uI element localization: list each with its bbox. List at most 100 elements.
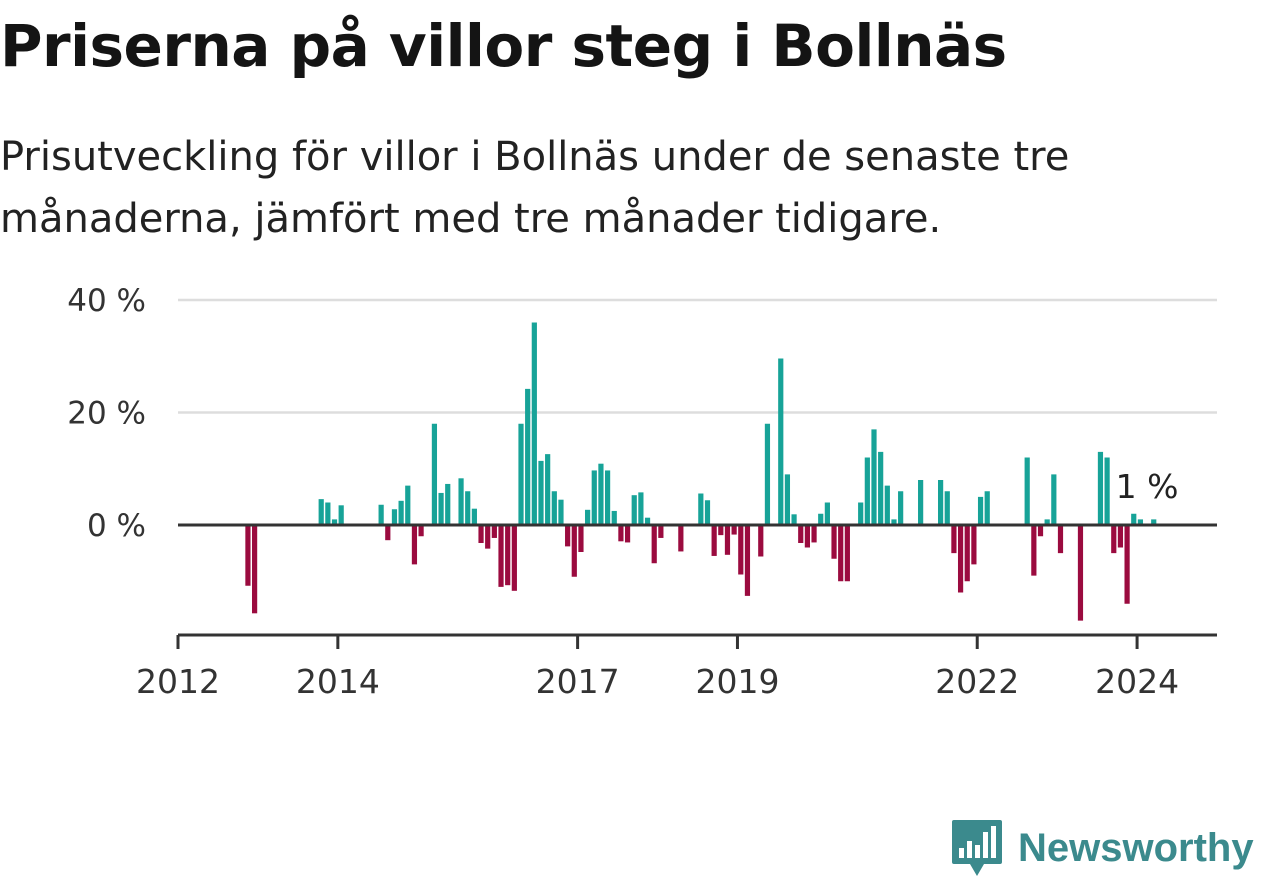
bar-2022-12 bbox=[1051, 474, 1057, 526]
bar-2013-10 bbox=[318, 499, 324, 526]
bar-2023-04 bbox=[1077, 525, 1084, 621]
bar-2020-02 bbox=[824, 502, 830, 525]
bar-2014-09 bbox=[391, 509, 398, 525]
bar-2019-04 bbox=[758, 525, 764, 557]
bar-2019-01 bbox=[738, 525, 744, 575]
bar-2014-10 bbox=[398, 500, 404, 525]
bar-2014-07 bbox=[378, 504, 384, 525]
bar-2020-03 bbox=[831, 525, 837, 559]
bar-2015-10 bbox=[478, 525, 484, 543]
bar-2020-09 bbox=[871, 429, 877, 526]
bars bbox=[245, 322, 1157, 621]
bar-2017-01 bbox=[578, 525, 584, 552]
bar-2024-01 bbox=[1137, 519, 1144, 526]
bar-2012-12 bbox=[252, 525, 258, 614]
bar-2018-04 bbox=[678, 525, 684, 552]
bar-2020-11 bbox=[884, 485, 890, 526]
bar-2023-11 bbox=[1124, 525, 1130, 604]
bar-2021-11 bbox=[964, 525, 970, 582]
bar-2021-04 bbox=[918, 480, 924, 525]
bar-2021-07 bbox=[938, 480, 944, 525]
bar-2014-11 bbox=[405, 485, 411, 526]
bar-2017-08 bbox=[624, 525, 631, 543]
bar-2017-04 bbox=[598, 463, 604, 525]
bar-2020-08 bbox=[864, 457, 870, 525]
x-tick-label: 2014 bbox=[296, 662, 380, 701]
bar-2021-09 bbox=[951, 525, 957, 554]
bar-2014-08 bbox=[385, 525, 391, 541]
bar-2016-05 bbox=[525, 388, 531, 526]
bar-2019-02 bbox=[744, 525, 751, 596]
bar-2015-04 bbox=[438, 492, 444, 525]
chart-title: Priserna på villor steg i Bollnäs bbox=[0, 12, 1007, 80]
x-tick-label: 2017 bbox=[536, 662, 620, 701]
axes bbox=[176, 523, 1217, 649]
chart-subtitle: Prisutveckling för villor i Bollnäs unde… bbox=[0, 134, 1070, 242]
bar-2016-04 bbox=[518, 423, 524, 525]
x-tick-label: 2012 bbox=[136, 662, 220, 701]
grid-lines bbox=[178, 298, 1217, 414]
bar-2016-07 bbox=[538, 460, 544, 526]
bar-2019-11 bbox=[804, 525, 810, 548]
bar-2016-11 bbox=[565, 525, 571, 547]
bar-2023-07 bbox=[1097, 451, 1104, 526]
bar-2023-09 bbox=[1111, 525, 1117, 554]
x-tick-label: 2024 bbox=[1095, 662, 1179, 701]
bar-2021-12 bbox=[971, 525, 977, 565]
bar-2023-08 bbox=[1104, 457, 1110, 525]
bar-2023-12 bbox=[1131, 513, 1137, 525]
bar-2020-01 bbox=[818, 513, 824, 525]
bar-2015-01 bbox=[418, 525, 424, 537]
bar-2021-08 bbox=[944, 491, 950, 525]
bar-2017-09 bbox=[631, 495, 637, 525]
bar-2018-07 bbox=[698, 493, 704, 525]
bar-2022-11 bbox=[1044, 519, 1050, 526]
axis-labels: 40 % 20 % 0 % 2012 2014 2017 2019 2022 2024 1 % bbox=[67, 283, 1179, 701]
bar-2016-02 bbox=[505, 525, 511, 586]
bar-2017-10 bbox=[638, 492, 644, 526]
bar-2018-11 bbox=[724, 525, 731, 555]
y-tick-label: 20 % bbox=[67, 396, 146, 432]
bar-2012-11 bbox=[245, 525, 251, 586]
x-tick-label: 2022 bbox=[935, 662, 1019, 701]
bar-2013-12 bbox=[331, 519, 338, 526]
bar-2018-01 bbox=[658, 525, 664, 538]
bar-2017-12 bbox=[651, 525, 657, 564]
bar-2022-01 bbox=[977, 496, 984, 526]
bar-2017-05 bbox=[604, 470, 611, 525]
bar-2017-02 bbox=[585, 509, 591, 525]
bar-2017-11 bbox=[644, 517, 651, 525]
bar-2016-01 bbox=[498, 525, 504, 587]
bar-2022-10 bbox=[1037, 525, 1044, 537]
bar-2022-09 bbox=[1031, 525, 1037, 576]
bar-2022-08 bbox=[1024, 457, 1030, 525]
bar-2022-02 bbox=[984, 491, 990, 525]
bar-2013-11 bbox=[325, 502, 331, 525]
bar-2017-07 bbox=[618, 525, 624, 542]
bar-2023-01 bbox=[1057, 525, 1064, 554]
bar-2021-10 bbox=[957, 525, 964, 593]
bar-2020-07 bbox=[858, 502, 864, 525]
bar-2020-12 bbox=[891, 519, 897, 526]
bar-2016-03 bbox=[511, 525, 517, 591]
newsworthy-logo-icon bbox=[952, 820, 1002, 876]
bar-2018-12 bbox=[731, 525, 737, 535]
bar-2016-08 bbox=[545, 454, 551, 526]
bar-2015-11 bbox=[485, 525, 491, 549]
bar-2019-10 bbox=[798, 525, 804, 543]
bar-2015-09 bbox=[471, 508, 477, 525]
bar-2024-03 bbox=[1151, 519, 1157, 526]
bar-2019-07 bbox=[778, 358, 784, 525]
bar-2019-09 bbox=[791, 514, 797, 525]
bar-2015-07 bbox=[458, 478, 464, 525]
bar-2016-10 bbox=[558, 499, 564, 525]
bar-2015-05 bbox=[445, 483, 451, 525]
latest-value-annotation: 1 % bbox=[1116, 467, 1179, 506]
bar-2020-10 bbox=[878, 451, 884, 526]
bar-2023-10 bbox=[1117, 525, 1124, 548]
bar-2015-03 bbox=[431, 423, 438, 525]
bar-2021-01 bbox=[898, 491, 904, 525]
bar-2014-12 bbox=[411, 525, 418, 565]
newsworthy-brand: Newsworthy bbox=[950, 818, 1254, 878]
bar-2017-03 bbox=[591, 470, 597, 525]
